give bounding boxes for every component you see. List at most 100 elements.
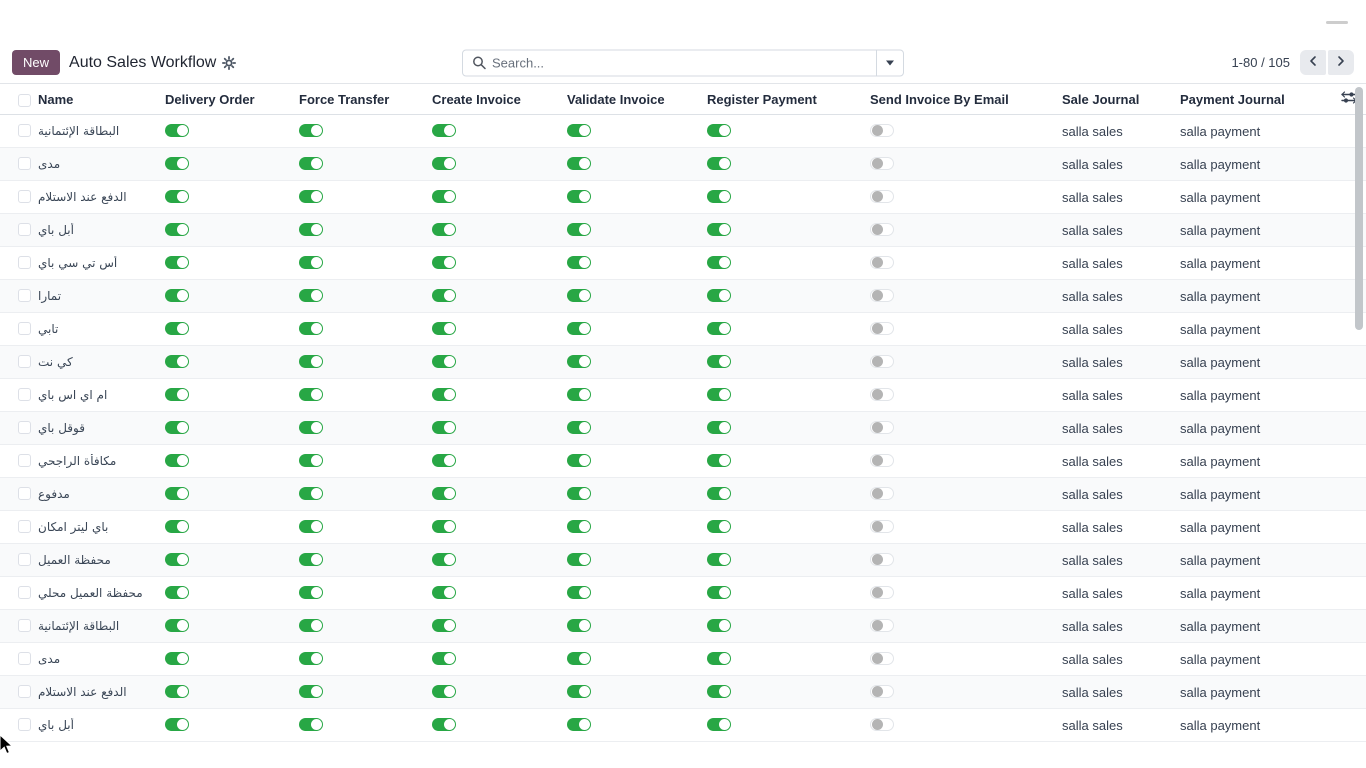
sale-journal-value[interactable]: salla sales xyxy=(1062,222,1123,238)
send-invoice-by-email-toggle[interactable] xyxy=(870,520,894,534)
register-payment-toggle[interactable] xyxy=(707,157,731,171)
table-row[interactable]: مكافأة الراجحي salla sales salla payment xyxy=(0,445,1366,478)
force-transfer-toggle[interactable] xyxy=(299,619,323,633)
payment-journal-value[interactable]: salla payment xyxy=(1180,651,1261,667)
send-invoice-by-email-toggle[interactable] xyxy=(870,718,894,732)
force-transfer-toggle[interactable] xyxy=(299,190,323,204)
validate-invoice-toggle[interactable] xyxy=(567,355,591,369)
validate-invoice-toggle[interactable] xyxy=(567,718,591,732)
table-row[interactable]: كي نت salla sales salla payment xyxy=(0,346,1366,379)
payment-journal-value[interactable]: salla payment xyxy=(1180,255,1261,271)
delivery-order-toggle[interactable] xyxy=(165,652,189,666)
payment-journal-value[interactable]: salla payment xyxy=(1180,354,1261,370)
row-name[interactable]: أبل باي xyxy=(38,223,74,237)
register-payment-toggle[interactable] xyxy=(707,553,731,567)
validate-invoice-toggle[interactable] xyxy=(567,553,591,567)
create-invoice-toggle[interactable] xyxy=(432,454,456,468)
delivery-order-toggle[interactable] xyxy=(165,454,189,468)
delivery-order-toggle[interactable] xyxy=(165,322,189,336)
payment-journal-value[interactable]: salla payment xyxy=(1180,519,1261,535)
row-checkbox[interactable] xyxy=(18,256,31,270)
sale-journal-value[interactable]: salla sales xyxy=(1062,717,1123,733)
register-payment-toggle[interactable] xyxy=(707,487,731,501)
row-checkbox[interactable] xyxy=(18,124,31,138)
payment-journal-value[interactable]: salla payment xyxy=(1180,717,1261,733)
table-row[interactable]: باي ليتر امكان salla sales salla payment xyxy=(0,511,1366,544)
force-transfer-toggle[interactable] xyxy=(299,256,323,270)
sale-journal-value[interactable]: salla sales xyxy=(1062,189,1123,205)
force-transfer-toggle[interactable] xyxy=(299,718,323,732)
validate-invoice-toggle[interactable] xyxy=(567,454,591,468)
force-transfer-toggle[interactable] xyxy=(299,223,323,237)
validate-invoice-toggle[interactable] xyxy=(567,652,591,666)
sale-journal-value[interactable]: salla sales xyxy=(1062,618,1123,634)
register-payment-toggle[interactable] xyxy=(707,586,731,600)
row-checkbox[interactable] xyxy=(18,355,31,369)
delivery-order-toggle[interactable] xyxy=(165,685,189,699)
pager-previous-button[interactable] xyxy=(1300,50,1326,75)
register-payment-toggle[interactable] xyxy=(707,355,731,369)
delivery-order-toggle[interactable] xyxy=(165,619,189,633)
register-payment-toggle[interactable] xyxy=(707,685,731,699)
force-transfer-toggle[interactable] xyxy=(299,652,323,666)
sale-journal-value[interactable]: salla sales xyxy=(1062,552,1123,568)
create-invoice-toggle[interactable] xyxy=(432,223,456,237)
table-row[interactable]: الدفع عند الاستلام salla sales salla pay… xyxy=(0,181,1366,214)
row-name[interactable]: مدى xyxy=(38,652,61,666)
delivery-order-toggle[interactable] xyxy=(165,223,189,237)
force-transfer-toggle[interactable] xyxy=(299,355,323,369)
table-row[interactable]: الدفع عند الاستلام salla sales salla pay… xyxy=(0,676,1366,709)
send-invoice-by-email-toggle[interactable] xyxy=(870,619,894,633)
payment-journal-value[interactable]: salla payment xyxy=(1180,486,1261,502)
row-checkbox[interactable] xyxy=(18,718,31,732)
sale-journal-value[interactable]: salla sales xyxy=(1062,288,1123,304)
row-checkbox[interactable] xyxy=(18,322,31,336)
row-name[interactable]: باي ليتر امكان xyxy=(38,520,109,534)
create-invoice-toggle[interactable] xyxy=(432,355,456,369)
create-invoice-toggle[interactable] xyxy=(432,652,456,666)
column-header-send-invoice-by-email[interactable]: Send Invoice By Email xyxy=(870,91,1009,107)
send-invoice-by-email-toggle[interactable] xyxy=(870,256,894,270)
delivery-order-toggle[interactable] xyxy=(165,586,189,600)
row-name[interactable]: الدفع عند الاستلام xyxy=(38,685,127,699)
column-header-sale-journal[interactable]: Sale Journal xyxy=(1062,91,1140,107)
table-row[interactable]: محفظة العميل salla sales salla payment xyxy=(0,544,1366,577)
vertical-scrollbar-thumb[interactable] xyxy=(1355,87,1363,330)
delivery-order-toggle[interactable] xyxy=(165,256,189,270)
sale-journal-value[interactable]: salla sales xyxy=(1062,255,1123,271)
create-invoice-toggle[interactable] xyxy=(432,322,456,336)
sale-journal-value[interactable]: salla sales xyxy=(1062,123,1123,139)
payment-journal-value[interactable]: salla payment xyxy=(1180,156,1261,172)
validate-invoice-toggle[interactable] xyxy=(567,256,591,270)
row-name[interactable]: البطاقة الإئتمانية xyxy=(38,619,120,633)
adjust-columns-button[interactable] xyxy=(1332,90,1366,108)
register-payment-toggle[interactable] xyxy=(707,289,731,303)
create-invoice-toggle[interactable] xyxy=(432,553,456,567)
validate-invoice-toggle[interactable] xyxy=(567,289,591,303)
row-name[interactable]: أبل باي xyxy=(38,718,74,732)
create-invoice-toggle[interactable] xyxy=(432,124,456,138)
register-payment-toggle[interactable] xyxy=(707,223,731,237)
register-payment-toggle[interactable] xyxy=(707,256,731,270)
sale-journal-value[interactable]: salla sales xyxy=(1062,387,1123,403)
delivery-order-toggle[interactable] xyxy=(165,190,189,204)
pager-next-button[interactable] xyxy=(1328,50,1354,75)
validate-invoice-toggle[interactable] xyxy=(567,586,591,600)
send-invoice-by-email-toggle[interactable] xyxy=(870,685,894,699)
send-invoice-by-email-toggle[interactable] xyxy=(870,355,894,369)
row-name[interactable]: الدفع عند الاستلام xyxy=(38,190,127,204)
register-payment-toggle[interactable] xyxy=(707,421,731,435)
send-invoice-by-email-toggle[interactable] xyxy=(870,652,894,666)
force-transfer-toggle[interactable] xyxy=(299,322,323,336)
row-checkbox[interactable] xyxy=(18,553,31,567)
search-bar[interactable] xyxy=(462,49,904,76)
force-transfer-toggle[interactable] xyxy=(299,157,323,171)
column-header-register-payment[interactable]: Register Payment xyxy=(707,91,817,107)
search-filters-toggle[interactable] xyxy=(876,50,903,75)
create-invoice-toggle[interactable] xyxy=(432,421,456,435)
payment-journal-value[interactable]: salla payment xyxy=(1180,552,1261,568)
row-name[interactable]: تابي xyxy=(38,322,59,336)
force-transfer-toggle[interactable] xyxy=(299,586,323,600)
column-header-delivery-order[interactable]: Delivery Order xyxy=(165,91,255,107)
force-transfer-toggle[interactable] xyxy=(299,421,323,435)
